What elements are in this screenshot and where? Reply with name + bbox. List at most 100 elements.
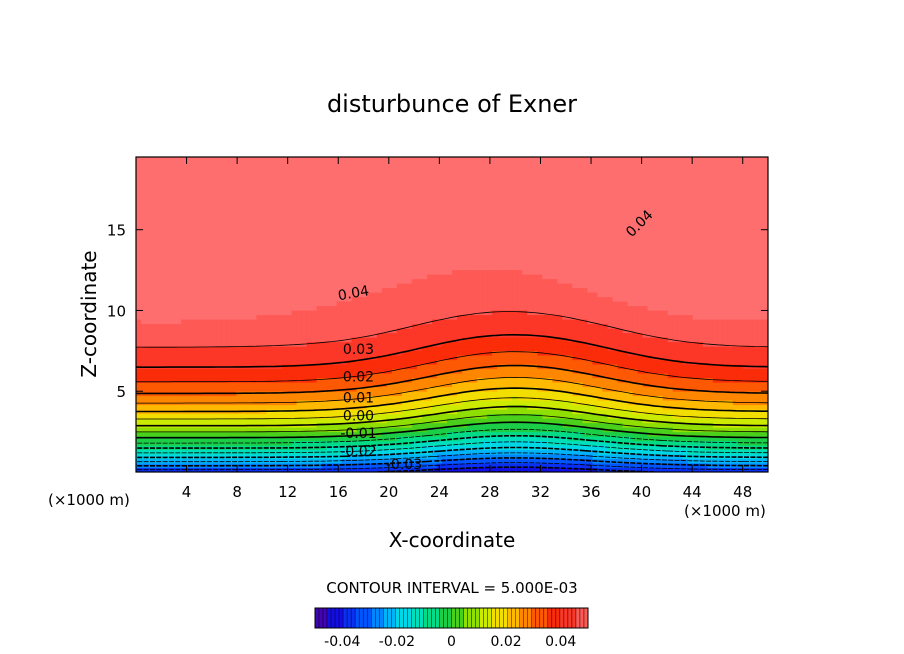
- field-cell: [632, 386, 639, 392]
- field-cell: [321, 409, 328, 415]
- field-cell: [467, 310, 473, 316]
- field-cell: [346, 350, 353, 356]
- field-cell: [276, 346, 283, 352]
- field-cell: [672, 323, 679, 329]
- field-cell: [547, 377, 553, 383]
- field-cell: [276, 413, 283, 419]
- field-cell: [717, 296, 724, 302]
- field-cell: [522, 346, 528, 352]
- field-cell: [216, 296, 222, 302]
- field-cell: [462, 346, 468, 352]
- field-cell: [351, 373, 358, 379]
- field-cell: [421, 355, 428, 361]
- field-cell: [261, 314, 268, 320]
- field-cell: [562, 431, 568, 437]
- field-cell: [542, 373, 548, 379]
- field-cell: [742, 350, 749, 356]
- field-cell: [587, 391, 594, 397]
- field-cell: [557, 328, 563, 334]
- field-cell: [722, 355, 729, 361]
- field-cell: [181, 373, 187, 379]
- field-cell: [682, 301, 689, 307]
- field-cell: [321, 386, 328, 392]
- field-cell: [281, 386, 288, 392]
- field-cell: [477, 409, 483, 415]
- field-cell: [216, 292, 222, 298]
- field-cell: [637, 454, 644, 460]
- field-cell: [196, 400, 202, 406]
- field-cell: [612, 341, 619, 347]
- field-cell: [151, 350, 157, 356]
- field-cell: [582, 436, 589, 442]
- field-cell: [572, 445, 578, 451]
- field-cell: [291, 314, 298, 320]
- field-cell: [406, 346, 413, 352]
- field-cell: [762, 386, 768, 392]
- field-cell: [291, 368, 298, 374]
- field-cell: [692, 386, 699, 392]
- field-cell: [186, 337, 192, 343]
- field-cell: [346, 341, 353, 347]
- field-cell: [326, 413, 333, 419]
- field-cell: [577, 355, 584, 361]
- field-cell: [582, 391, 589, 397]
- field-cell: [462, 467, 468, 472]
- field-cell: [687, 404, 694, 410]
- field-cell: [637, 422, 644, 428]
- field-cell: [366, 463, 373, 469]
- field-cell: [512, 319, 518, 325]
- field-cell: [712, 323, 719, 329]
- field-cell: [326, 427, 333, 433]
- field-cell: [276, 314, 283, 320]
- field-cell: [642, 454, 649, 460]
- field-cell: [281, 305, 288, 311]
- field-cell: [421, 400, 428, 406]
- field-cell: [206, 427, 212, 433]
- field-cell: [206, 404, 212, 410]
- field-cell: [406, 427, 413, 433]
- field-cell: [401, 359, 408, 365]
- field-cell: [261, 382, 268, 388]
- field-cell: [201, 413, 207, 419]
- field-cell: [266, 296, 273, 302]
- field-cell: [316, 467, 323, 472]
- field-cell: [381, 395, 388, 401]
- field-cell: [547, 301, 553, 307]
- field-cell: [762, 355, 768, 361]
- field-cell: [406, 296, 413, 302]
- field-cell: [492, 413, 498, 419]
- field-cell: [697, 337, 704, 343]
- field-cell: [702, 436, 709, 442]
- field-cell: [627, 346, 634, 352]
- field-cell: [316, 391, 323, 397]
- field-cell: [316, 314, 323, 320]
- field-cell: [201, 332, 207, 338]
- field-cell: [662, 463, 669, 469]
- field-cell: [361, 368, 368, 374]
- field-cell: [356, 341, 363, 347]
- field-cell: [567, 445, 573, 451]
- field-cell: [477, 445, 483, 451]
- field-cell: [747, 382, 754, 388]
- field-cell: [727, 463, 734, 469]
- field-cell: [672, 332, 679, 338]
- field-cell: [386, 409, 393, 415]
- field-cell: [196, 341, 202, 347]
- field-cell: [692, 368, 699, 374]
- field-cell: [617, 436, 624, 442]
- field-cell: [391, 431, 398, 437]
- field-cell: [637, 314, 644, 320]
- field-cell: [406, 341, 413, 347]
- field-cell: [281, 377, 288, 383]
- field-cell: [667, 418, 674, 424]
- field-cell: [446, 346, 453, 352]
- field-cell: [527, 458, 533, 464]
- field-cell: [627, 328, 634, 334]
- field-cell: [747, 377, 754, 383]
- field-cell: [351, 377, 358, 383]
- field-cell: [136, 373, 142, 379]
- field-cell: [632, 328, 639, 334]
- field-cell: [702, 395, 709, 401]
- field-cell: [657, 364, 664, 370]
- field-cell: [141, 323, 147, 329]
